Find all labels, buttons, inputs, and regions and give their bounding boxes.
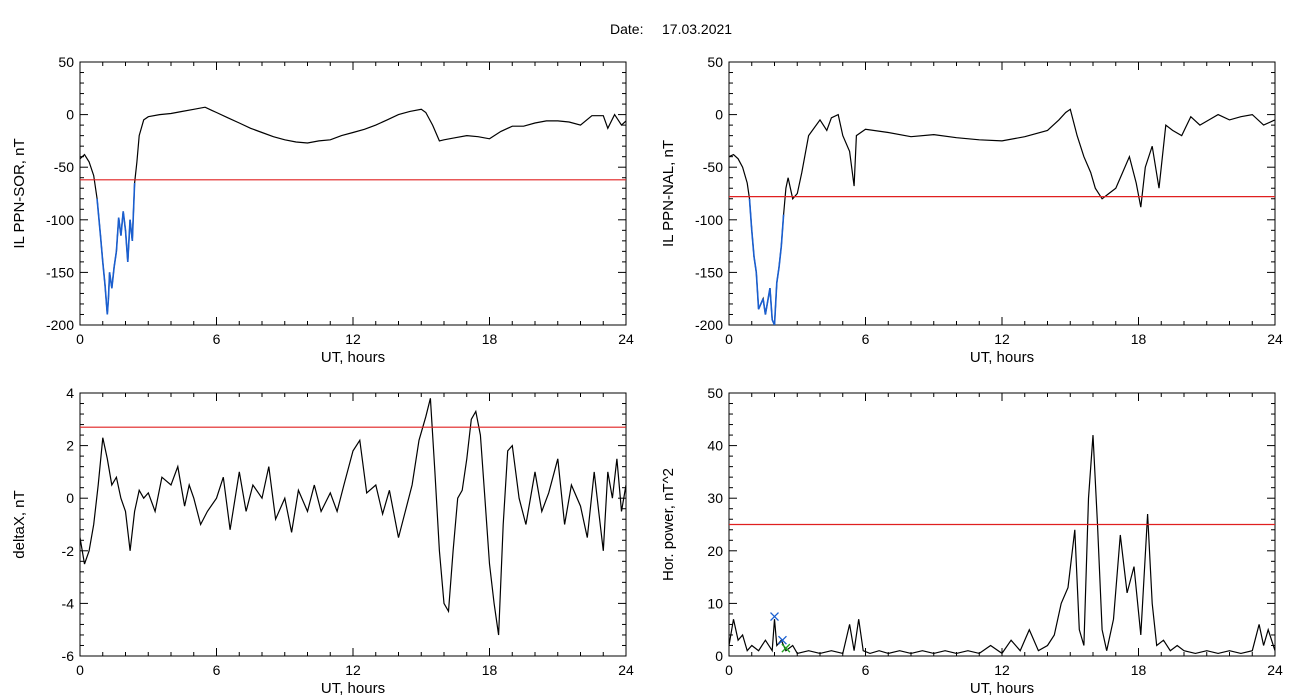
chart-3-ytick-label: 20 xyxy=(707,543,723,559)
date-value: 17.03.2021 xyxy=(662,21,732,37)
chart-1-highlight-segment xyxy=(775,267,780,284)
chart-0-highlight-segment xyxy=(96,198,102,236)
chart-0-ylabel: IL PPN-SOR, nT xyxy=(11,138,28,248)
chart-3-series-line xyxy=(729,435,1275,655)
chart-2-xtick-label: 24 xyxy=(618,662,634,678)
chart-3-ylabel: Hor. power, nT^2 xyxy=(660,468,677,581)
chart-1-xtick-label: 24 xyxy=(1267,331,1283,347)
chart-1-ytick-label: -150 xyxy=(695,264,723,280)
chart-1-ytick-label: -100 xyxy=(695,212,723,228)
chart-2-ytick-label: 2 xyxy=(66,438,74,454)
chart-2-ytick-label: -6 xyxy=(62,648,75,664)
chart-3-ytick-label: 0 xyxy=(715,648,723,664)
chart-0-highlight-segment xyxy=(122,211,127,231)
chart-0-ytick-label: -100 xyxy=(46,212,74,228)
chart-0-highlight-segment xyxy=(120,211,125,236)
chart-0-xtick-label: 24 xyxy=(618,331,634,347)
chart-1-highlight-segment xyxy=(753,256,758,273)
chart-3-ytick-label: 40 xyxy=(707,438,723,454)
chart-0-highlight-segment xyxy=(101,261,106,286)
chart-0-highlight-segment xyxy=(115,217,120,252)
chart-2-ytick-label: -4 xyxy=(62,595,75,611)
chart-1-ytick-label: 0 xyxy=(715,107,723,123)
chart-1-highlight-segment xyxy=(769,288,774,320)
chart-1-highlight-segment xyxy=(764,288,771,315)
chart-0-ytick-label: 50 xyxy=(58,54,74,70)
chart-1-xtick-label: 18 xyxy=(1131,331,1147,347)
chart-2-ylabel: deltaX, nT xyxy=(11,490,28,558)
chart-1-xtick-label: 0 xyxy=(725,331,733,347)
chart-0-xtick-label: 12 xyxy=(345,331,361,347)
chart-0-highlight-segment xyxy=(99,235,104,262)
chart-2-frame xyxy=(79,392,627,657)
chart-0-highlight-segment xyxy=(107,272,111,299)
chart-1-xtick-label: 12 xyxy=(994,331,1010,347)
chart-0-xtick-label: 0 xyxy=(76,331,84,347)
chart-2-xlabel: UT, hours xyxy=(321,680,385,697)
chart-0-xtick-label: 6 xyxy=(213,331,221,347)
chart-0-series-line xyxy=(80,106,626,315)
chart-1-series-line xyxy=(729,108,1275,325)
chart-3-xtick-label: 6 xyxy=(862,662,870,678)
chart-3-marker-blue xyxy=(770,612,779,622)
chart-2-xtick-label: 12 xyxy=(345,662,361,678)
chart-1-highlight-segment xyxy=(757,298,764,310)
date-label: Date: xyxy=(610,21,643,37)
chart-2-xtick-label: 18 xyxy=(482,662,498,678)
panel-il-ppn-nal: 0 6 12 18 24 -200 -150 -100 -50 0 50 UT, hours IL PP… xyxy=(660,54,1283,366)
chart-2-ytick-label: -2 xyxy=(62,543,75,559)
chart-0-ytick-label: -150 xyxy=(46,264,74,280)
chart-0-ytick-label: -50 xyxy=(54,159,74,175)
chart-3-xtick-label: 12 xyxy=(994,662,1010,678)
chart-3-marker-blue xyxy=(778,635,787,645)
chart-0-frame xyxy=(79,61,627,326)
chart-1-highlight-segment xyxy=(773,282,778,325)
chart-1-highlight-segment xyxy=(780,214,785,247)
chart-0-highlight-segment xyxy=(113,251,118,268)
chart-3-ytick-label: 30 xyxy=(707,490,723,506)
chart-0-xtick-label: 18 xyxy=(482,331,498,347)
chart-1-highlight-segment xyxy=(778,246,783,268)
chart-1-ylabel: IL PPN-NAL, nT xyxy=(660,140,677,247)
chart-0-ytick-label: 0 xyxy=(66,107,74,123)
chart-2-xtick-label: 6 xyxy=(213,662,221,678)
chart-1-xlabel: UT, hours xyxy=(970,349,1034,366)
chart-0-highlight-segment xyxy=(106,298,110,315)
chart-3-ytick-label: 50 xyxy=(707,385,723,401)
chart-3-ytick-label: 10 xyxy=(707,595,723,611)
chart-0-ytick-label: -200 xyxy=(46,317,74,333)
chart-3-xtick-label: 0 xyxy=(725,662,733,678)
chart-3-xtick-label: 18 xyxy=(1131,662,1147,678)
chart-3-marker-green xyxy=(781,643,791,653)
chart-0-highlight-segment xyxy=(126,219,131,262)
chart-2-xtick-label: 0 xyxy=(76,662,84,678)
chart-1-xtick-label: 6 xyxy=(862,331,870,347)
panel-il-ppn-sor: 0 6 12 18 24 -200 -150 -100 -50 0 50 UT, hours IL PP… xyxy=(11,54,634,366)
chart-2-ytick-label: 4 xyxy=(66,385,74,401)
chart-2-series-line xyxy=(80,398,626,636)
chart-0-highlight-segment xyxy=(111,267,115,289)
panel-hor-power: 0 6 12 18 24 0 10 20 30 40 50 UT, hours Hor. power, … xyxy=(660,385,1283,697)
chart-1-ytick-label: 50 xyxy=(707,54,723,70)
chart-1-highlight-segment xyxy=(750,230,755,257)
chart-3-xlabel: UT, hours xyxy=(970,680,1034,697)
chart-2-ytick-label: 0 xyxy=(66,490,74,506)
chart-1-ytick-label: -50 xyxy=(703,159,723,175)
chart-3-xtick-label: 24 xyxy=(1267,662,1283,678)
chart-0-xlabel: UT, hours xyxy=(321,349,385,366)
chart-0-highlight-segment xyxy=(131,182,136,241)
chart-1-highlight-segment xyxy=(762,298,767,315)
chart-1-highlight-segment xyxy=(748,198,753,231)
chart-1-ytick-label: -200 xyxy=(695,317,723,333)
chart-1-highlight-segment xyxy=(755,272,760,310)
chart-1-frame xyxy=(728,61,1276,326)
